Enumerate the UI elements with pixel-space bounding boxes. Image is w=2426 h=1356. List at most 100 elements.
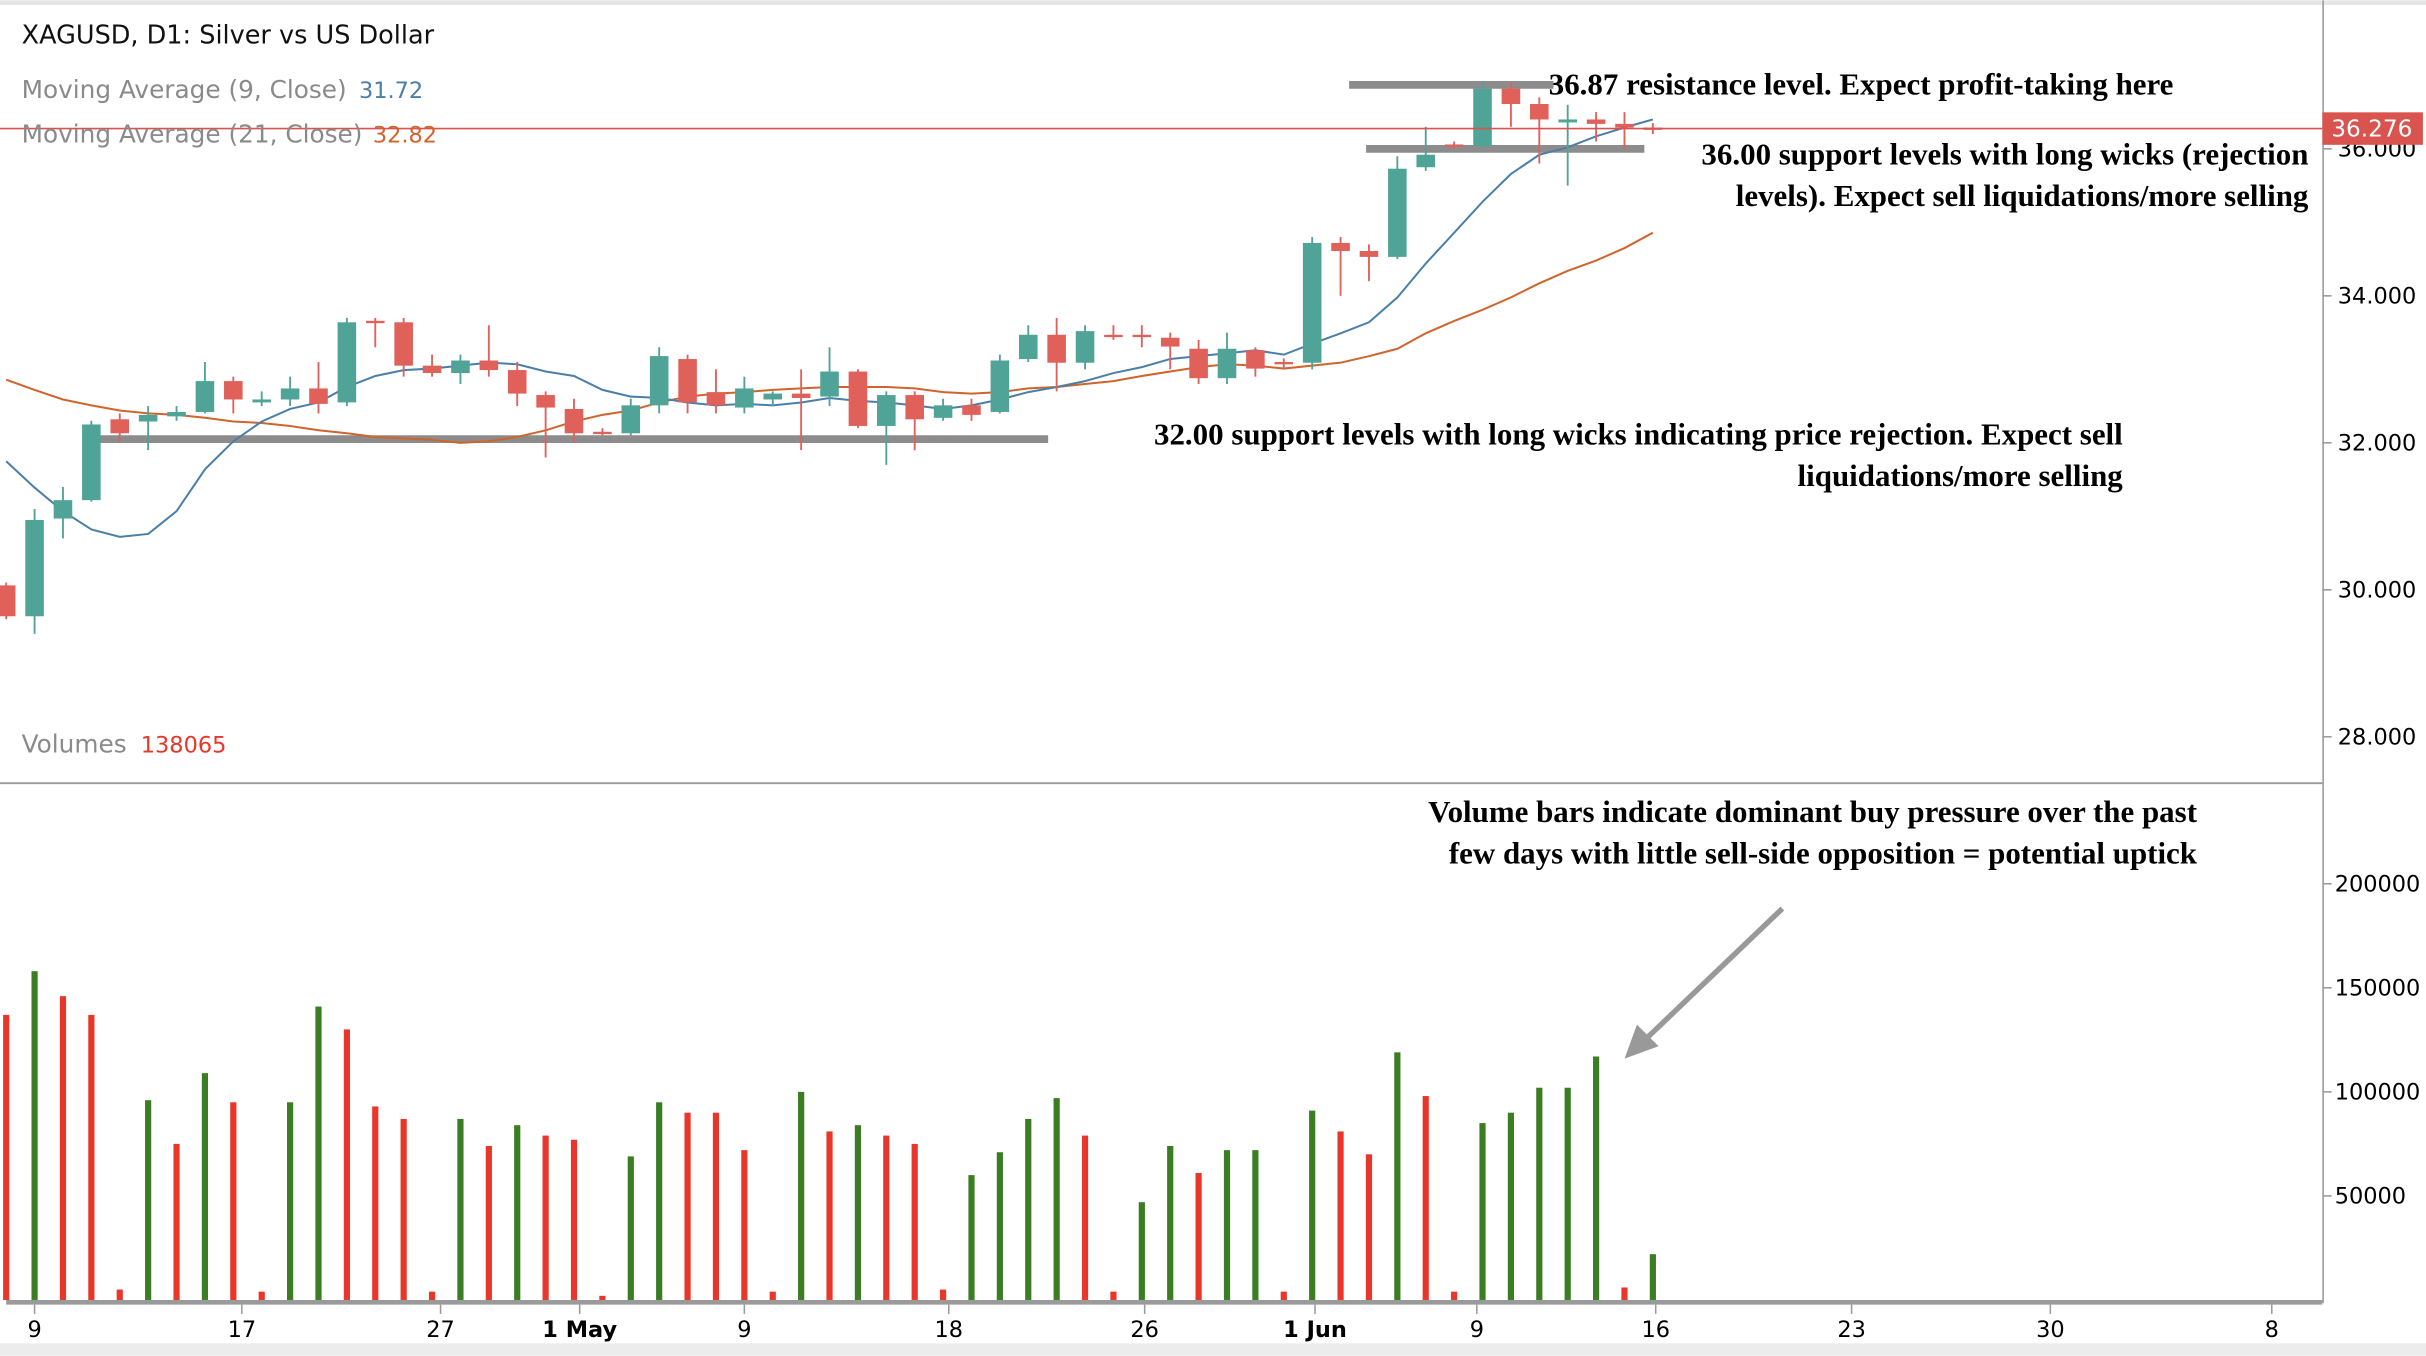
candle <box>706 369 726 414</box>
volume-axis[interactable]: 200000 150000 100000 50000 <box>2322 872 2420 1210</box>
candle-body <box>1104 334 1123 338</box>
volume-bar <box>1592 1056 1600 1300</box>
candle-body <box>990 360 1010 412</box>
volume-bar <box>883 1135 890 1300</box>
candle <box>82 420 101 502</box>
level-lines <box>91 81 1645 444</box>
volume-bar <box>59 996 67 1300</box>
candle <box>593 428 612 436</box>
candle-body <box>564 409 584 434</box>
candle-body <box>1160 337 1180 347</box>
candle <box>1302 237 1322 370</box>
candle <box>110 413 130 443</box>
volume-bar <box>1223 1150 1231 1300</box>
volume-bar <box>854 1125 862 1300</box>
candle <box>422 354 442 377</box>
candle <box>394 317 413 377</box>
volumes-legend-label[interactable]: Volumes <box>22 729 127 758</box>
candle <box>280 376 300 407</box>
candle <box>536 391 555 458</box>
candle <box>53 486 73 539</box>
volume-bar <box>1195 1173 1202 1300</box>
volume-bar <box>712 1112 720 1300</box>
candle-body <box>1047 334 1066 363</box>
candle-body <box>1302 242 1322 363</box>
candle-body <box>167 411 186 417</box>
candle-body <box>365 320 385 324</box>
support36-annotation-line2: levels). Expect sell liquidations/more s… <box>1736 178 2309 213</box>
volume-bar <box>1507 1112 1515 1300</box>
time-tick-label: 1 Jun <box>1283 1317 1347 1343</box>
candle-body <box>195 381 215 412</box>
volume-bar <box>315 1006 322 1300</box>
volume-bar <box>1422 1096 1429 1300</box>
time-tick-label: 17 <box>228 1317 257 1343</box>
ma21-legend-label[interactable]: Moving Average (21, Close) <box>22 120 363 149</box>
candle <box>0 582 16 620</box>
top-border <box>0 0 2426 5</box>
candle-body <box>82 424 101 501</box>
volume-bar <box>1025 1118 1032 1300</box>
candle-body <box>422 365 442 374</box>
support32-annotation-line1: 32.00 support levels with long wicks ind… <box>1154 416 2123 451</box>
time-axis[interactable]: 9 17 27 1 May 9 18 26 1 Jun 9 16 23 30 8 <box>27 1304 2279 1343</box>
candle <box>1018 325 1038 362</box>
candle-body <box>1473 88 1492 146</box>
candle-body <box>1331 242 1350 252</box>
candle-body <box>649 356 669 406</box>
candle-body <box>1274 361 1294 365</box>
candle-body <box>877 395 896 426</box>
candle-body <box>252 399 271 403</box>
price-tick-label: 30.000 <box>2338 578 2416 604</box>
support36-annotation-line1: 36.00 support levels with long wicks (re… <box>1701 136 2308 171</box>
candle-body <box>536 395 555 408</box>
volume-bar <box>769 1291 776 1300</box>
volume-bar <box>1081 1135 1089 1300</box>
candle-body <box>1189 348 1208 379</box>
volume-bar <box>939 1289 947 1300</box>
volumes-legend-value: 138065 <box>141 732 227 758</box>
candle <box>252 391 271 407</box>
candle-body <box>1359 251 1379 257</box>
candle <box>1132 325 1152 348</box>
candle <box>1388 156 1407 260</box>
price-tick-label: 32.000 <box>2338 431 2416 457</box>
candle <box>451 354 470 385</box>
volume-bar <box>258 1291 265 1300</box>
candle <box>905 391 924 451</box>
price-tick-label: 34.000 <box>2338 284 2416 310</box>
volume-bar <box>968 1175 975 1300</box>
volume-bar <box>1280 1291 1287 1300</box>
time-tick-label: 9 <box>27 1317 41 1343</box>
volume-bar <box>1309 1110 1316 1300</box>
volume-bar <box>457 1118 464 1300</box>
candle-body <box>706 392 726 406</box>
candle <box>791 369 811 451</box>
resistance-annotation: 36.87 resistance level. Expect profit-ta… <box>1549 67 2174 102</box>
candle-body <box>1388 168 1407 257</box>
price-tick-label: 28.000 <box>2338 725 2416 751</box>
candle <box>224 376 243 414</box>
volume-bar <box>1365 1154 1373 1300</box>
candle <box>735 376 754 414</box>
volume-bar <box>116 1289 123 1300</box>
time-tick-label: 1 May <box>542 1317 617 1343</box>
candle-body <box>0 585 16 617</box>
candle <box>1444 141 1464 149</box>
candle-body <box>53 500 73 519</box>
candle-body <box>280 388 300 400</box>
ma9-legend-label[interactable]: Moving Average (9, Close) <box>22 75 347 104</box>
volume-bar <box>173 1143 180 1300</box>
volume-bar <box>88 1014 95 1300</box>
time-tick-label: 8 <box>2265 1317 2279 1343</box>
volume-bar <box>31 971 38 1300</box>
candle-body <box>1018 334 1038 360</box>
ma21-legend-value: 32.82 <box>373 123 437 149</box>
candle-body <box>820 371 839 397</box>
candle-body <box>1416 154 1436 168</box>
candle-body <box>791 393 811 398</box>
candle <box>678 354 697 414</box>
candle <box>1189 339 1208 385</box>
